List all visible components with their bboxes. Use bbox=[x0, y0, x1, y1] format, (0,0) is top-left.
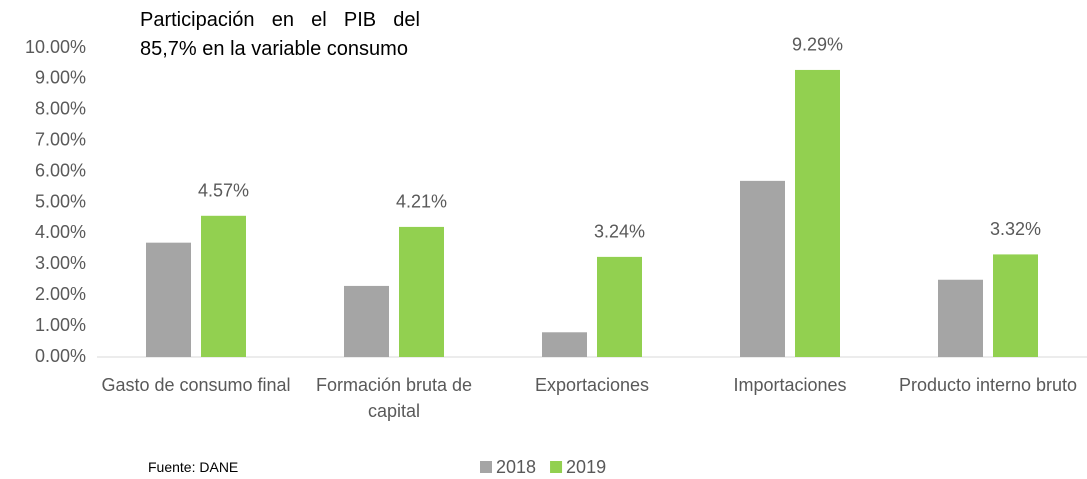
x-tick-label: Importaciones bbox=[733, 375, 847, 395]
bar bbox=[399, 226, 444, 357]
y-tick-label: 7.00% bbox=[35, 129, 86, 149]
y-tick-label: 0.00% bbox=[35, 346, 86, 366]
y-tick-label: 10.00% bbox=[25, 37, 86, 57]
x-tick-label: Gasto de consumo final bbox=[101, 375, 291, 395]
bar bbox=[542, 332, 587, 357]
bar bbox=[201, 215, 246, 357]
data-label: 4.21% bbox=[396, 192, 447, 212]
data-label: 3.24% bbox=[594, 222, 645, 242]
bar bbox=[993, 254, 1038, 357]
legend-swatch bbox=[480, 461, 492, 473]
y-tick-label: 3.00% bbox=[35, 253, 86, 273]
bar bbox=[597, 256, 642, 357]
y-tick-label: 5.00% bbox=[35, 191, 86, 211]
bar bbox=[938, 279, 983, 357]
data-label: 3.32% bbox=[990, 219, 1041, 239]
bar bbox=[344, 285, 389, 357]
x-tick-label: Formación bruta de capital bbox=[315, 375, 473, 421]
y-tick-label: 1.00% bbox=[35, 315, 86, 335]
data-label: 4.57% bbox=[198, 181, 249, 201]
legend-label: 2019 bbox=[566, 457, 606, 477]
bar bbox=[146, 242, 191, 357]
y-tick-label: 6.00% bbox=[35, 160, 86, 180]
source: Fuente: DANE bbox=[148, 459, 239, 475]
legend-label: 2018 bbox=[496, 457, 536, 477]
y-tick-label: 4.00% bbox=[35, 222, 86, 242]
data-label: 9.29% bbox=[792, 35, 843, 55]
bar bbox=[795, 69, 840, 358]
legend-swatch bbox=[550, 461, 563, 473]
y-tick-label: 9.00% bbox=[35, 68, 86, 88]
y-tick-label: 8.00% bbox=[35, 99, 86, 119]
y-tick-label: 2.00% bbox=[35, 284, 86, 304]
annotation: Participación en el PIB del 85,7% en la … bbox=[140, 9, 420, 60]
bar bbox=[740, 180, 785, 357]
x-tick-label: Exportaciones bbox=[534, 375, 650, 395]
x-tick-label: Producto interno bruto bbox=[898, 375, 1078, 395]
